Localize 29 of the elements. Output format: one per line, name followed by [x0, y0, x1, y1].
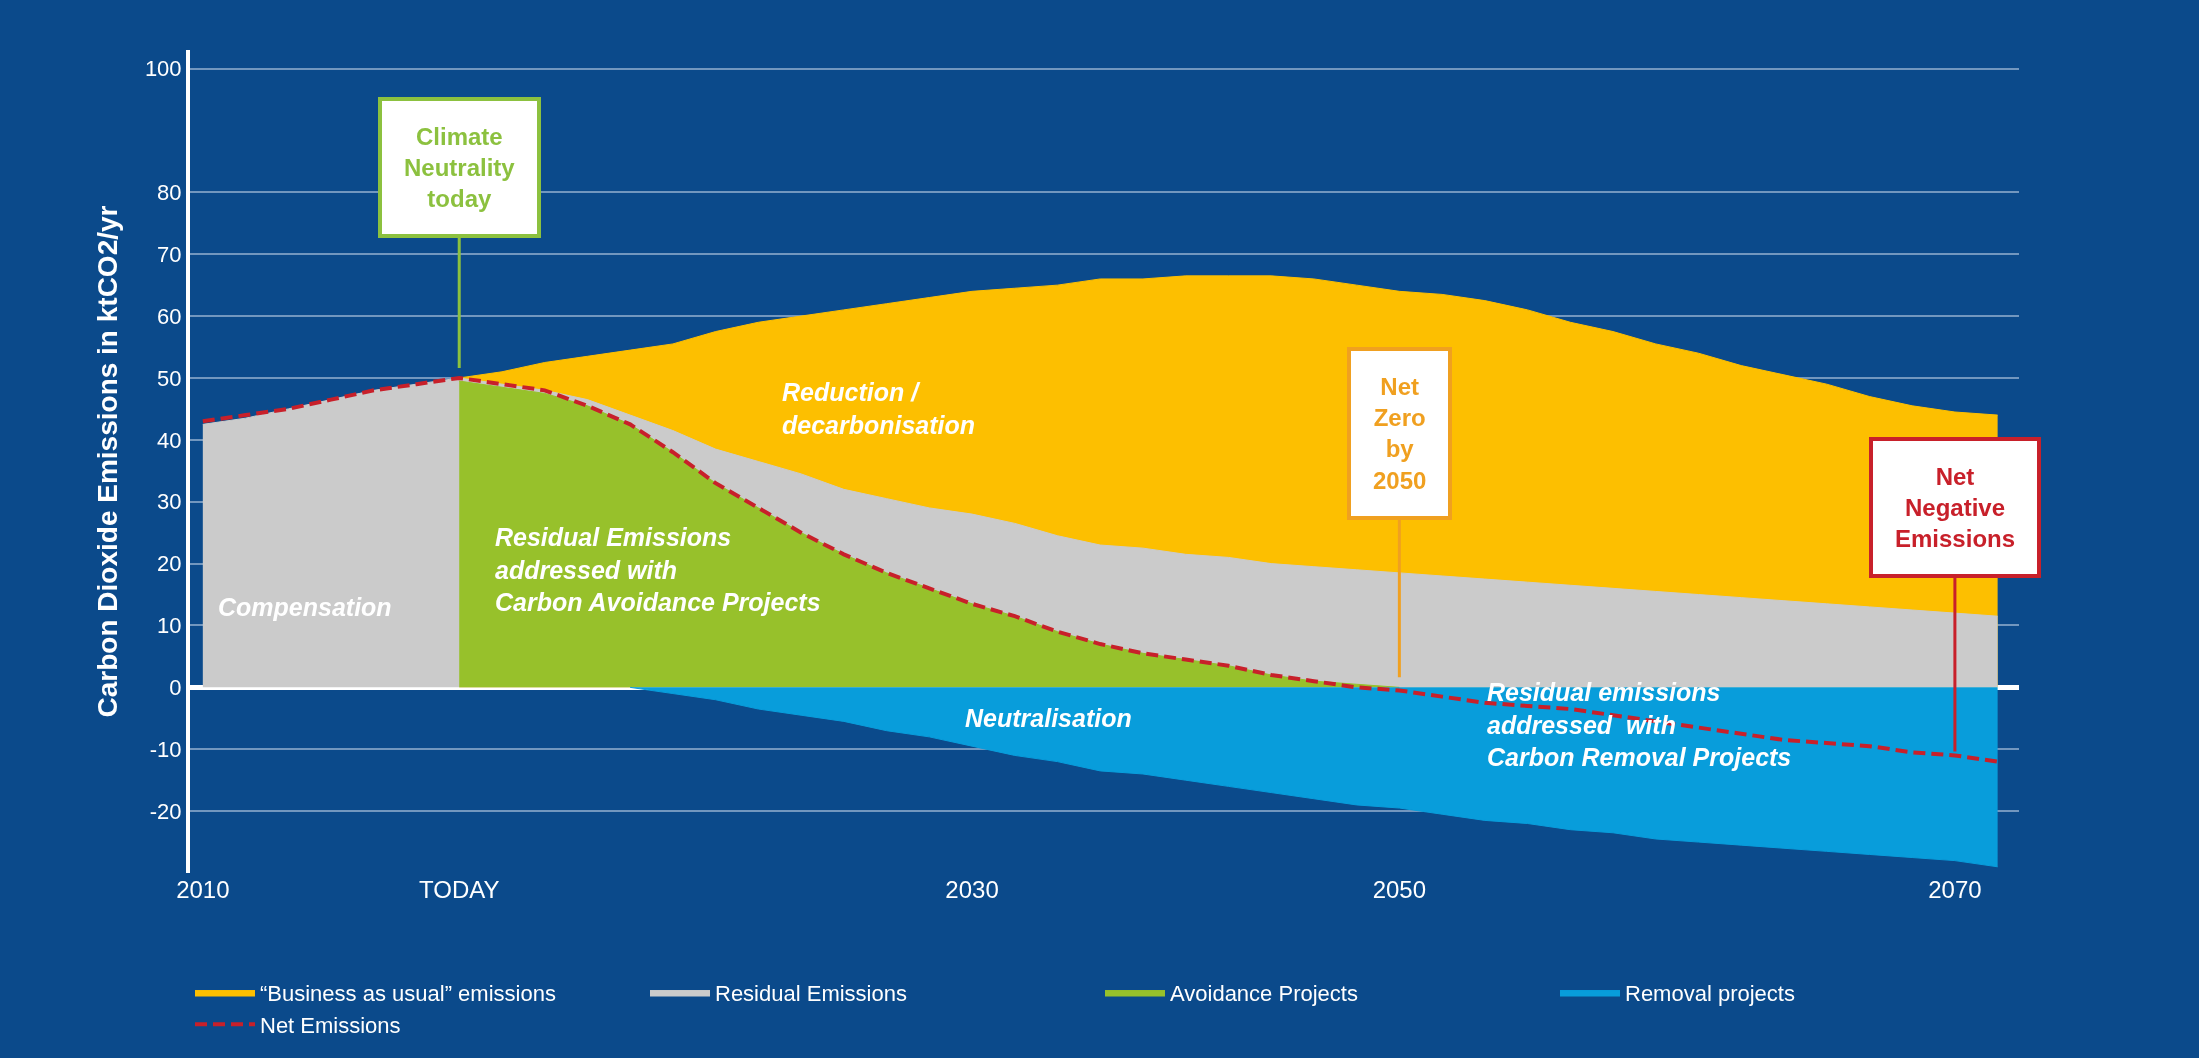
y-axis-title: Carbon Dioxide Emissions in ktCO2/yr	[92, 205, 124, 718]
annotation: Reduction / decarbonisation	[782, 378, 976, 439]
x-tick-label: 2030	[945, 876, 999, 903]
annotation: Climate Neutrality today	[404, 123, 516, 213]
x-tick-label: TODAY	[418, 876, 500, 903]
legend-label: Avoidance Projects	[1170, 981, 1358, 1007]
legend-label: Net Emissions	[260, 1012, 401, 1038]
y-tick-label: 30	[157, 489, 182, 515]
legend-label: “Business as usual” emissions	[260, 981, 556, 1007]
x-tick-label: 2050	[1372, 876, 1427, 903]
y-tick-label: 60	[157, 303, 182, 329]
annotation: Net Zero by 2050	[1373, 373, 1427, 494]
y-tick-label: 20	[157, 551, 182, 577]
annotation: Residual Emissions addressed with Carbon Avoidance Projects	[495, 523, 821, 616]
y-tick-label: 80	[157, 180, 182, 206]
annotation: Net Negative Emissions	[1895, 463, 2016, 553]
y-tick-label: 100	[144, 56, 182, 82]
legend-label: Residual Emissions	[715, 981, 907, 1007]
y-tick-label: -10	[149, 736, 182, 762]
x-tick-label: 2010	[176, 876, 230, 903]
y-tick-label: 40	[157, 427, 182, 453]
legend-label: Removal projects	[1625, 981, 1795, 1007]
y-tick-label: 50	[157, 365, 182, 391]
y-tick-label: 10	[157, 613, 182, 639]
y-tick-label: 70	[157, 241, 182, 267]
y-tick-label: 0	[169, 675, 182, 701]
x-tick-label: 2070	[1928, 876, 1982, 903]
y-tick-label: -20	[149, 798, 182, 824]
annotation: Neutralisation	[965, 704, 1132, 732]
